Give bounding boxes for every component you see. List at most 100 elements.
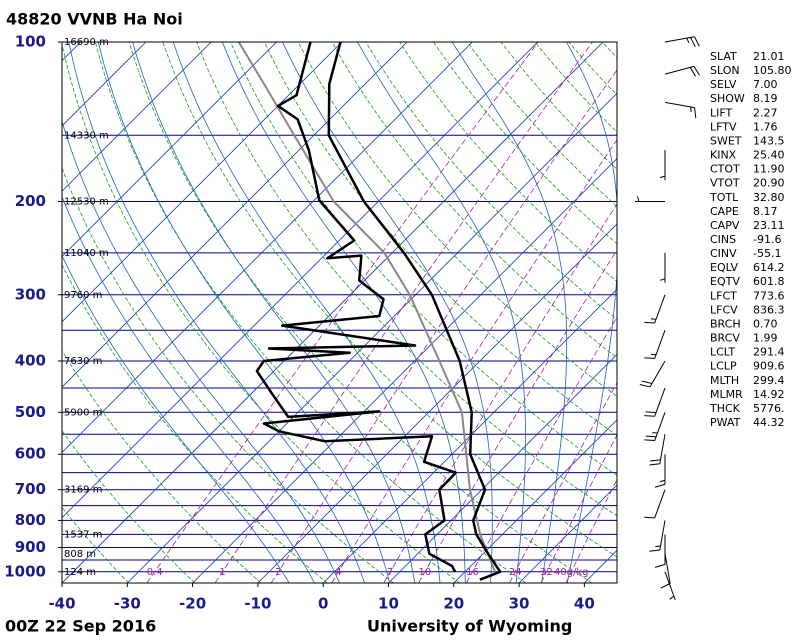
wind-barb	[654, 534, 666, 568]
height-label: 7630 m	[64, 356, 102, 367]
mixing-ratio-line	[270, 69, 617, 583]
wind-barb	[649, 520, 666, 552]
height-label: 9760 m	[64, 290, 102, 301]
index-name: LFCT	[710, 289, 737, 302]
mixing-ratio-label: 7	[387, 567, 393, 578]
index-name: MLTH	[710, 374, 739, 387]
index-name: LIFT	[710, 106, 733, 119]
index-value: 44.32	[753, 416, 785, 429]
mixing-ratio-label: 40g/kg	[554, 567, 589, 578]
moist-adiabat	[222, 42, 466, 583]
y-tick-label: 800	[15, 511, 46, 529]
index-value: 1.76	[753, 120, 778, 133]
x-tick-label: 20	[443, 595, 464, 613]
index-value: 291.4	[753, 346, 785, 359]
profile-line	[237, 42, 496, 573]
dry-adiabat	[264, 42, 617, 437]
mixing-ratio-label: 2	[275, 567, 281, 578]
isotherm	[518, 484, 617, 583]
profile-line	[255, 42, 457, 573]
x-tick-label: -10	[244, 595, 271, 613]
isotherm	[62, 42, 604, 583]
index-value: 21.01	[753, 50, 785, 63]
index-value: 11.90	[753, 163, 785, 176]
isotherm	[62, 42, 408, 388]
y-tick-label: 200	[15, 192, 46, 210]
index-name: PWAT	[710, 416, 741, 429]
wind-barb	[654, 454, 666, 488]
isotherm	[322, 288, 617, 583]
index-value: 20.90	[753, 177, 785, 190]
wind-barb	[659, 150, 666, 181]
dry-adiabat	[365, 42, 617, 320]
plot-frame	[61, 41, 618, 584]
moist-adiabat	[451, 42, 568, 583]
index-value: 2.27	[753, 106, 778, 119]
index-value: 143.5	[753, 134, 785, 147]
index-name: MLMR	[710, 388, 743, 401]
height-label: 5900 m	[64, 407, 102, 418]
index-name: CINS	[710, 233, 736, 246]
wind-barb	[664, 571, 676, 601]
height-label: 3169 m	[64, 485, 102, 496]
x-tick-label: 30	[509, 595, 530, 613]
index-value: 0.70	[753, 317, 778, 330]
wind-barb	[659, 252, 666, 283]
index-value: 773.6	[753, 289, 785, 302]
mixing-ratio-label: 1	[219, 567, 225, 578]
index-value: 25.40	[753, 149, 785, 162]
index-name: KINX	[710, 149, 737, 162]
dry-adiabat	[128, 42, 593, 583]
moist-adiabat	[62, 254, 290, 583]
height-label: 12530 m	[64, 196, 109, 207]
isotherm	[257, 223, 617, 583]
moist-adiabat	[357, 42, 526, 583]
height-label: 1537 m	[64, 529, 102, 540]
observation-time: 00Z 22 Sep 2016	[5, 617, 156, 636]
y-tick-label: 300	[15, 285, 46, 303]
profiles	[237, 42, 502, 581]
x-tick-label: 10	[378, 595, 399, 613]
moist-adiabat	[97, 42, 391, 583]
mixing-ratio-line	[383, 203, 617, 583]
moist-adiabat	[566, 42, 617, 583]
mixing-ratio-label: 16	[466, 567, 479, 578]
index-name: SLAT	[710, 50, 737, 63]
dry-adiabat	[230, 42, 617, 476]
mixing-ratio-label: 4	[335, 567, 341, 578]
chart-title: 48820 VVNB Ha Noi	[6, 10, 183, 29]
dry-adiabat	[466, 42, 617, 207]
isotherm	[127, 92, 617, 583]
index-value: 7.00	[753, 78, 778, 91]
index-name: SLON	[710, 64, 740, 77]
height-label: 124 m	[64, 567, 96, 578]
moist-adiabat	[172, 42, 441, 583]
isotherm	[388, 353, 617, 583]
index-value: 614.2	[753, 261, 785, 274]
mixing-ratio-line	[540, 434, 617, 583]
mixing-ratio-line	[466, 316, 617, 583]
index-name: LCLT	[710, 346, 735, 359]
dry-adiabat	[162, 42, 617, 558]
dry-adiabat	[62, 42, 461, 583]
isotherm	[192, 158, 617, 583]
mixing-ratio-label: 10	[418, 567, 431, 578]
wind-barb	[644, 294, 666, 324]
index-value: -91.6	[753, 233, 781, 246]
index-name: CINV	[710, 247, 737, 260]
dry-adiabat	[433, 42, 617, 245]
mixing-ratio-line	[565, 478, 617, 583]
index-value: 909.6	[753, 360, 785, 373]
index-value: 5776.	[753, 402, 785, 415]
dry-adiabat	[500, 42, 617, 170]
x-tick-label: -30	[114, 595, 141, 613]
index-value: 836.3	[753, 303, 785, 316]
dry-adiabat	[62, 263, 328, 583]
index-name: TOTL	[709, 191, 739, 204]
height-label: 16690 m	[64, 37, 109, 48]
y-tick-label: 100	[15, 33, 46, 51]
isotherm	[62, 42, 343, 323]
